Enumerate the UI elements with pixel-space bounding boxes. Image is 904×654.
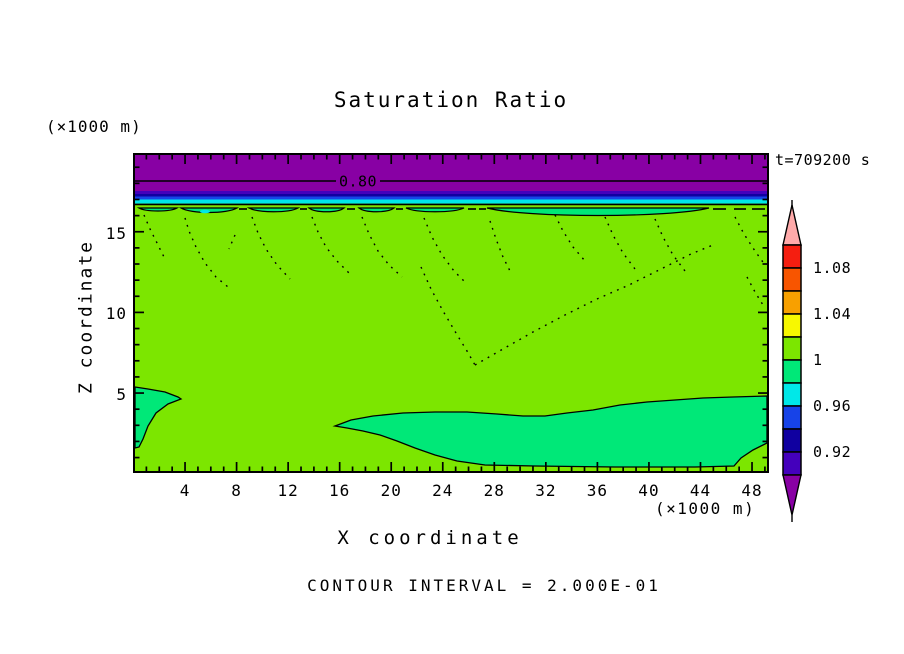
dotted-contour <box>228 234 236 250</box>
lens-contour <box>178 207 240 214</box>
x-tick-label: 4 <box>179 481 191 500</box>
region-bottom-left <box>135 386 183 449</box>
x-tick-label: 44 <box>689 481 712 500</box>
dotted-contour <box>604 216 636 270</box>
colorbar-label: 0.92 <box>813 443 851 461</box>
timestamp-label: t=709200 s <box>775 151 871 169</box>
chart-title: Saturation Ratio <box>333 88 569 112</box>
dotted-contour <box>654 218 686 272</box>
lens-contour <box>357 207 396 213</box>
y-tick-label: 15 <box>105 223 127 243</box>
x-tick-label: 36 <box>586 481 609 500</box>
colorbar-block <box>782 313 802 338</box>
x-axis-unit-label: (×1000 m) <box>655 499 756 518</box>
band-purple <box>135 155 767 191</box>
dotted-contour <box>474 244 714 366</box>
colorbar-block <box>782 244 802 269</box>
x-tick-label: 48 <box>741 481 763 500</box>
contour-plot-area: 0.80 <box>133 153 769 473</box>
contour-interval-label: CONTOUR INTERVAL = 2.000E-01 <box>307 576 661 595</box>
region-bottom-right <box>332 395 767 468</box>
colorbar-block <box>782 405 802 430</box>
colorbar-label: 1 <box>813 351 823 369</box>
dotted-contour <box>554 214 586 262</box>
band-cyan <box>135 199 767 204</box>
x-axis-title: X coordinate <box>337 527 523 549</box>
band-navy <box>135 194 767 197</box>
colorbar-block <box>782 428 802 453</box>
colorbar-block <box>782 382 802 407</box>
colorbar-under-arrow <box>782 474 802 516</box>
y-tick-label: 10 <box>105 304 127 324</box>
band-blue <box>135 196 767 200</box>
x-tick-label: 40 <box>638 481 660 500</box>
x-tick-label: 24 <box>432 481 454 500</box>
x-tick-label: 12 <box>277 481 299 500</box>
dotted-contour <box>734 216 766 266</box>
y-axis-unit-label: (×1000 m) <box>46 117 142 136</box>
colorbar-block <box>782 290 802 315</box>
dotted-contour <box>423 217 468 285</box>
dotted-contour <box>143 214 165 258</box>
colorbar-label: 0.96 <box>813 397 851 415</box>
y-tick-label: 5 <box>116 385 127 405</box>
x-tick-label: 28 <box>483 481 505 500</box>
lens-contour <box>246 207 301 213</box>
x-tick-label: 16 <box>329 481 351 500</box>
colorbar-over-arrow <box>782 204 802 246</box>
x-tick-label: 20 <box>380 481 402 500</box>
lens-contour <box>486 207 710 217</box>
colorbar-label: 1.08 <box>813 259 851 277</box>
contour-line-label: 0.80 <box>339 173 377 191</box>
colorbar-block <box>782 451 802 476</box>
x-tick-label: 32 <box>535 481 557 500</box>
lens-contour <box>136 207 180 212</box>
colorbar-block <box>782 267 802 292</box>
dotted-contour <box>361 216 403 278</box>
colorbar-block <box>782 359 802 384</box>
x-tick-label: 8 <box>231 481 242 500</box>
colorbar: 1.08 1.04 1 0.96 0.92 <box>782 200 851 522</box>
lens-contour <box>405 207 465 213</box>
lens-contour <box>307 207 346 213</box>
colorbar-label: 1.04 <box>813 305 851 323</box>
band-indigo <box>135 191 767 194</box>
colorbar-block <box>782 336 802 361</box>
